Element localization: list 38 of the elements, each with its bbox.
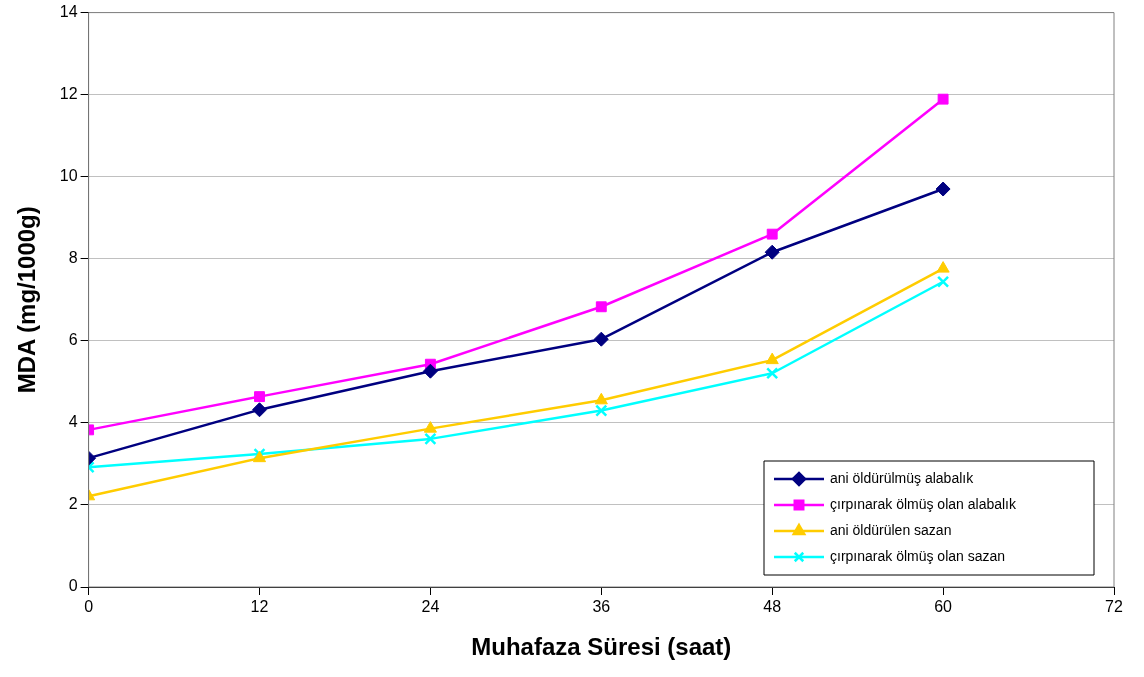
x-tick-label: 60 [934,598,953,616]
y-tick-label: 2 [68,495,78,513]
y-tick-label: 14 [59,3,78,21]
y-tick-label: 6 [68,331,78,349]
y-axis-title: MDA (mg/1000g) [13,206,41,394]
point [424,432,437,446]
legend-label: ani öldürülmüş alabalık [830,469,975,486]
point [595,404,608,417]
point [254,391,265,403]
point [936,275,950,288]
x-tick-label: 72 [1105,598,1123,616]
y-tick-label: 4 [68,413,78,431]
x-tick-label: 36 [592,598,611,616]
point [764,244,780,260]
x-tick-label: 24 [421,598,440,616]
y-tick-label: 10 [59,167,78,185]
point [765,352,779,365]
legend-label: ani öldürülen sazan [830,521,952,538]
x-axis-title: Muhafaza Süresi (saat) [471,633,732,661]
x-tick-label: 0 [84,598,94,616]
point [936,261,950,273]
y-tick-label: 0 [68,577,78,595]
point [593,331,609,347]
point [766,228,778,240]
legend-label: çırpınarak ölmüş olan sazan [830,547,1006,564]
point [595,301,607,313]
y-tick-label: 8 [68,249,78,267]
point [422,363,438,379]
point [935,181,951,197]
y-tick-label: 12 [59,85,78,103]
point [937,93,949,105]
point [423,421,437,433]
point [766,367,779,380]
x-tick-label: 12 [250,598,269,616]
point [594,392,608,405]
point [252,402,267,418]
legend-label: çırpınarak ölmüş olan alabalık [830,495,1017,512]
x-tick-label: 48 [763,598,782,616]
